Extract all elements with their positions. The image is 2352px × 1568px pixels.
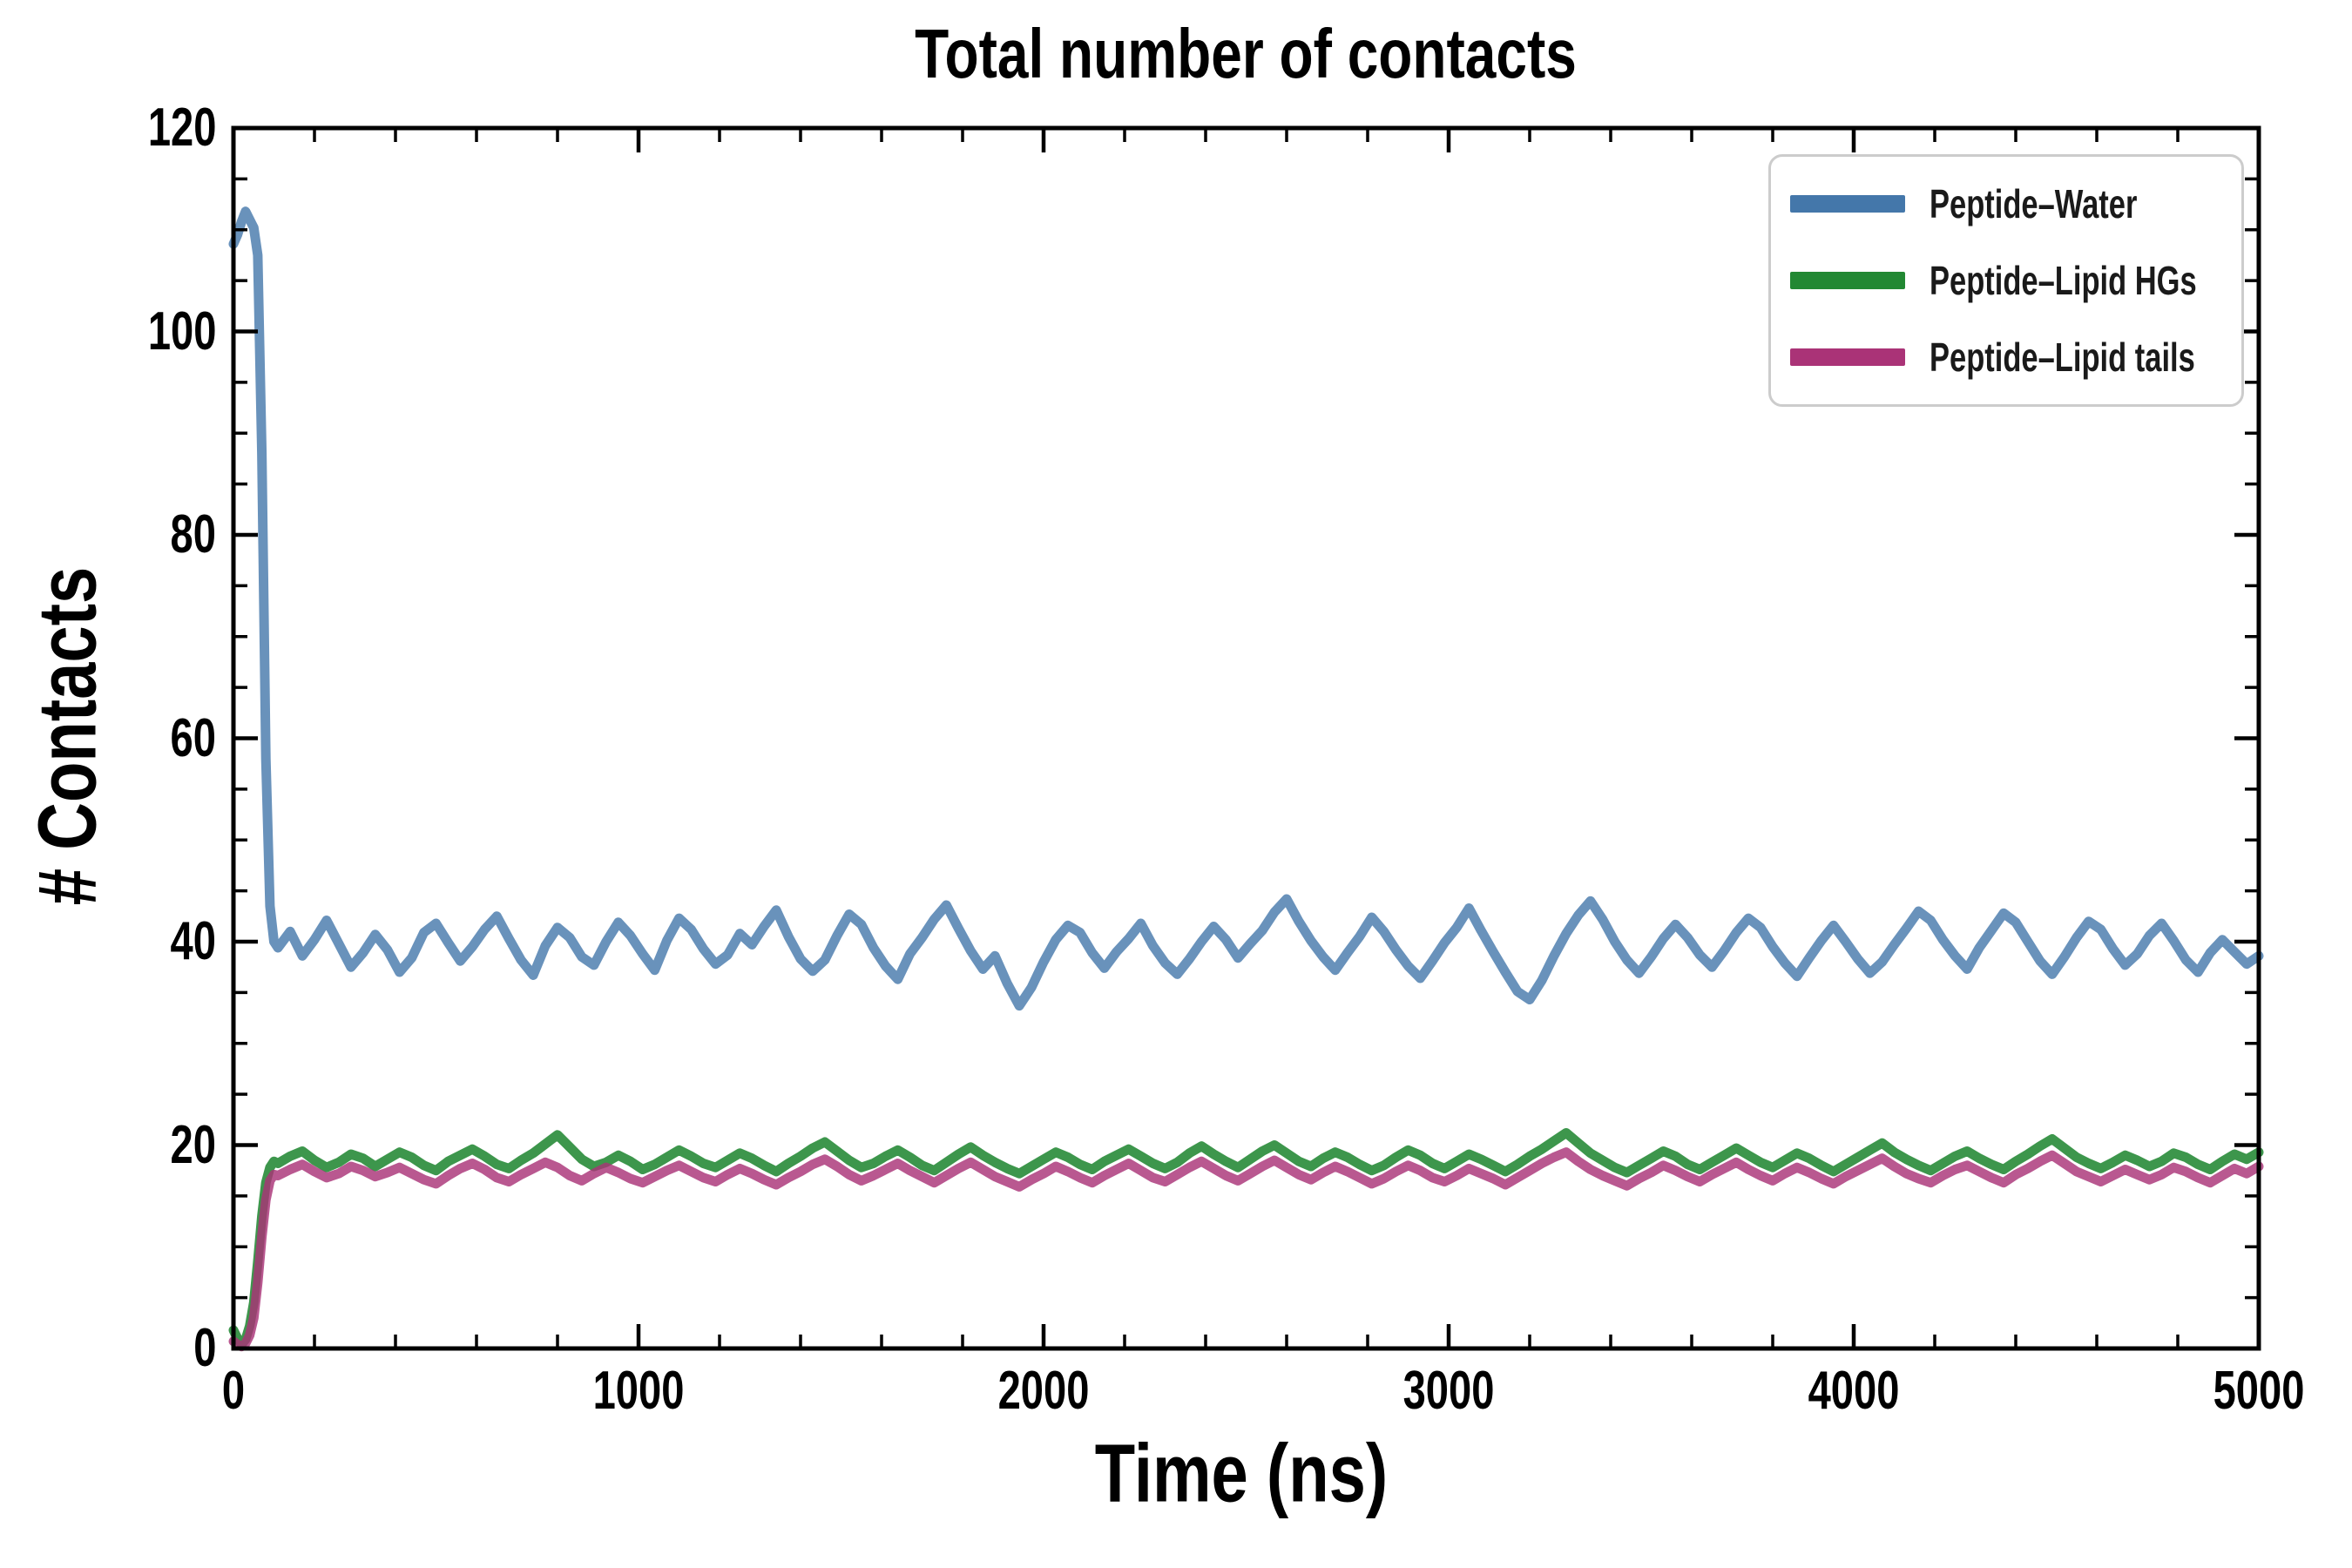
y-tick-label: 40 (170, 911, 216, 971)
x-tick-label: 4000 (1808, 1361, 1900, 1421)
y-tick-label: 60 (170, 707, 216, 768)
series-line-peptide-lipid-hgs (228, 1128, 2264, 1349)
y-tick-label: 20 (170, 1114, 216, 1175)
x-tick-label: 5000 (2213, 1361, 2305, 1421)
legend-entry-peptide-water: Peptide–Water (1790, 180, 2241, 227)
y-axis-label: # Contacts (21, 566, 114, 906)
legend-swatch-peptide-lipid-tails (1790, 348, 1905, 366)
x-tick-label: 0 (221, 1361, 246, 1421)
x-tick-label: 2000 (997, 1361, 1090, 1421)
y-tick-label: 100 (147, 301, 216, 362)
series-line-peptide-lipid-tails (228, 1147, 2264, 1352)
legend-entry-peptide-lipid-tails: Peptide–Lipid tails (1790, 334, 2241, 381)
y-tick-label: 120 (147, 98, 216, 158)
plot-spines (231, 125, 2261, 1351)
legend-label-peptide-lipid-hgs: Peptide–Lipid HGs (1930, 258, 2197, 303)
x-axis-label: Time (ns) (1094, 1427, 1389, 1520)
x-tick-label: 1000 (592, 1361, 685, 1421)
chart-title: Total number of contacts (915, 15, 1577, 92)
series-line-peptide-water (228, 206, 2264, 1011)
y-tick-label: 0 (193, 1318, 216, 1378)
legend-label-peptide-water: Peptide–Water (1930, 181, 2138, 226)
legend-swatch-peptide-lipid-hgs (1790, 272, 1905, 289)
y-tick-label: 80 (170, 504, 216, 564)
legend: Peptide–Water Peptide–Lipid HGs Peptide–… (1768, 154, 2244, 407)
x-tick-label: 3000 (1402, 1361, 1495, 1421)
minor-ticks (233, 128, 2259, 1348)
legend-label-peptide-lipid-tails: Peptide–Lipid tails (1930, 335, 2195, 380)
legend-swatch-peptide-water (1790, 195, 1905, 213)
legend-entry-peptide-lipid-hgs: Peptide–Lipid HGs (1790, 257, 2241, 304)
